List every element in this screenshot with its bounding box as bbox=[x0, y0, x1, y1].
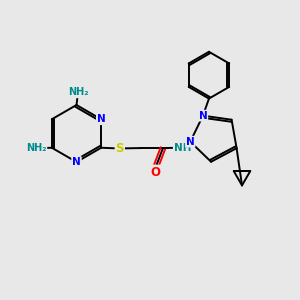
Text: NH₂: NH₂ bbox=[26, 143, 46, 153]
Text: NH₂: NH₂ bbox=[68, 87, 88, 98]
Text: N: N bbox=[199, 111, 207, 121]
Text: S: S bbox=[116, 142, 124, 155]
Text: N: N bbox=[72, 157, 81, 167]
Text: NH: NH bbox=[174, 143, 191, 153]
Text: N: N bbox=[186, 137, 195, 147]
Text: O: O bbox=[151, 166, 161, 178]
Text: N: N bbox=[97, 114, 106, 124]
